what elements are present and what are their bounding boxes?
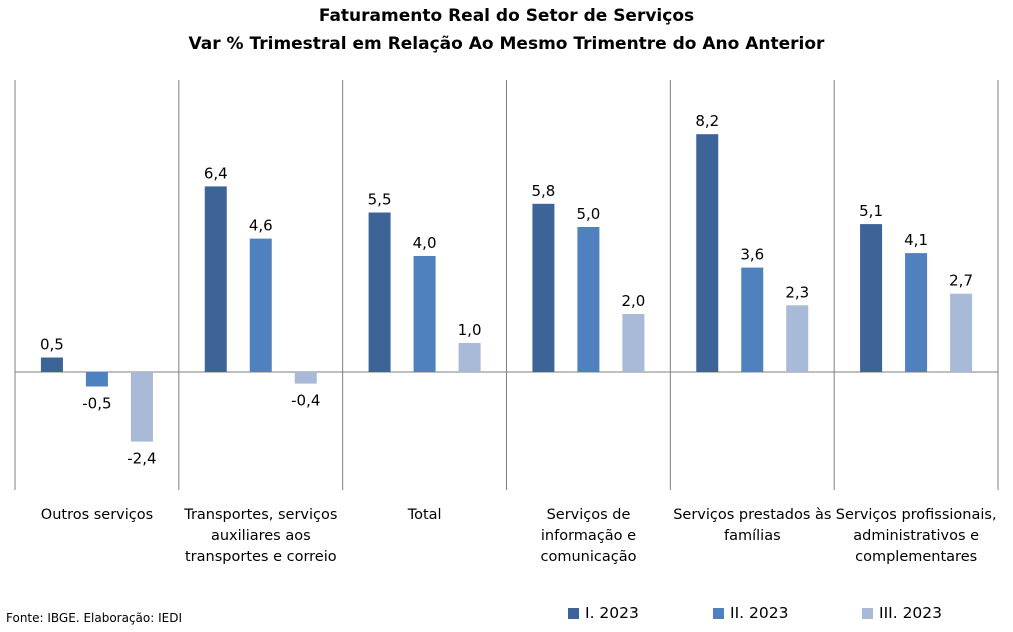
bar xyxy=(204,186,227,372)
bar xyxy=(130,372,153,442)
bar xyxy=(458,343,481,372)
legend-item: II. 2023 xyxy=(713,604,788,622)
legend-label: I. 2023 xyxy=(585,604,639,622)
data-label: 4,1 xyxy=(904,231,928,249)
category-label: Transportes, serviços auxiliares aos tra… xyxy=(184,507,338,565)
data-label: 5,8 xyxy=(531,182,555,200)
bar xyxy=(249,238,272,372)
bar xyxy=(413,256,436,372)
bar xyxy=(696,134,719,372)
data-label: 1,0 xyxy=(458,321,482,339)
category-label: Total xyxy=(407,507,442,523)
legend-swatch xyxy=(568,607,579,619)
bar xyxy=(532,203,555,372)
bar xyxy=(741,267,764,372)
data-label: -0,5 xyxy=(82,395,111,413)
bar xyxy=(905,253,928,372)
bar xyxy=(577,227,600,372)
data-label: 8,2 xyxy=(695,112,719,130)
data-label: 2,0 xyxy=(621,292,645,310)
data-label: 5,5 xyxy=(368,191,392,209)
data-label: -2,4 xyxy=(127,450,156,468)
data-label: 6,4 xyxy=(204,164,228,182)
data-label: 2,3 xyxy=(785,283,809,301)
legend-label: III. 2023 xyxy=(879,604,943,622)
legend-item: III. 2023 xyxy=(862,604,942,622)
bar xyxy=(950,293,973,372)
category-label: Serviços de informação e comunicação xyxy=(540,507,637,565)
bar xyxy=(294,372,317,384)
bar xyxy=(368,212,391,372)
data-label: 2,7 xyxy=(949,272,973,290)
data-label: -0,4 xyxy=(291,392,320,410)
legend-label: II. 2023 xyxy=(730,604,789,622)
data-label: 4,6 xyxy=(249,217,273,235)
data-label: 3,6 xyxy=(740,246,764,264)
data-label: 5,0 xyxy=(576,205,600,223)
legend-swatch xyxy=(713,607,724,619)
source-note: Fonte: IBGE. Elaboração: IEDI xyxy=(6,611,183,625)
data-label: 4,0 xyxy=(413,234,437,252)
bar xyxy=(85,372,108,387)
category-label: Serviços prestados às famílias xyxy=(673,507,832,544)
chart-subtitle: Var % Trimestral em Relação Ao Mesmo Tri… xyxy=(188,34,825,54)
bar xyxy=(860,224,883,372)
category-label: Serviços profissionais, administrativos … xyxy=(835,507,997,565)
category-label: Outros serviços xyxy=(40,507,154,523)
chart-title: Faturamento Real do Setor de Serviços xyxy=(318,6,695,26)
bar xyxy=(622,314,645,372)
legend-swatch xyxy=(862,607,873,619)
data-label: 5,1 xyxy=(859,202,883,220)
data-label: 0,5 xyxy=(40,336,64,354)
legend-item: I. 2023 xyxy=(568,604,639,622)
bar xyxy=(40,357,63,372)
bar xyxy=(786,305,809,372)
